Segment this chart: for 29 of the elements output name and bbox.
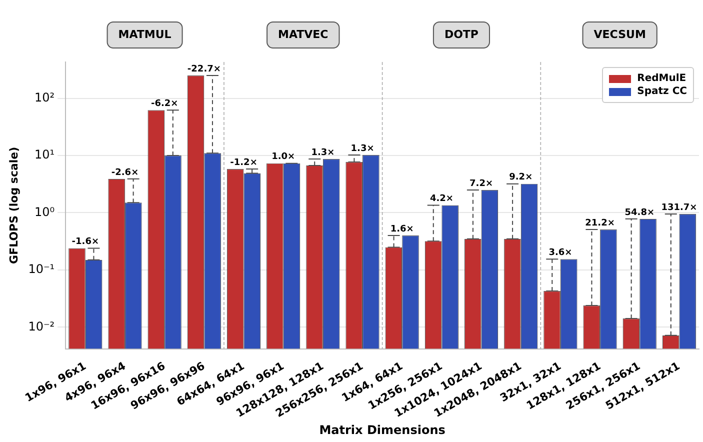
annotation: 4.2× <box>430 194 454 204</box>
annotation: 9.2× <box>509 172 533 183</box>
annotation: 7.2× <box>470 178 494 189</box>
legend-label: Spatz CC <box>637 86 687 97</box>
text: MATMUL <box>118 28 172 41</box>
annotation: 1.0× <box>272 152 296 162</box>
y-tick-label: 10¹ <box>34 148 55 162</box>
y-tick-label: 10⁻² <box>28 319 55 334</box>
y-axis-title: GFLOPS (log scale) <box>7 146 20 264</box>
annotation: 1.6× <box>390 224 414 234</box>
annotation: 1.3× <box>350 144 374 154</box>
text: DOTP <box>444 28 479 41</box>
annotation: 3.6× <box>548 248 572 258</box>
annotation: -1.2× <box>230 158 258 168</box>
y-tick-label: 10⁰ <box>34 204 55 219</box>
annotation: -2.6× <box>111 168 139 178</box>
annotation: -1.6× <box>72 237 100 248</box>
text: VECSUM <box>594 28 646 41</box>
annotation: -6.2× <box>150 98 178 109</box>
annotation: 54.8× <box>624 208 654 218</box>
annotation: 21.2× <box>585 218 615 228</box>
annotation: -22.7× <box>187 64 221 74</box>
legend-label: RedMulE <box>637 73 686 84</box>
text: MATVEC <box>278 28 328 41</box>
y-tick-label: 10⁻¹ <box>28 262 55 276</box>
annotation: 131.7× <box>661 202 698 213</box>
y-tick-label: 10² <box>34 90 55 104</box>
x-axis-title: Matrix Dimensions <box>319 422 446 437</box>
annotation: 1.3× <box>311 148 335 158</box>
